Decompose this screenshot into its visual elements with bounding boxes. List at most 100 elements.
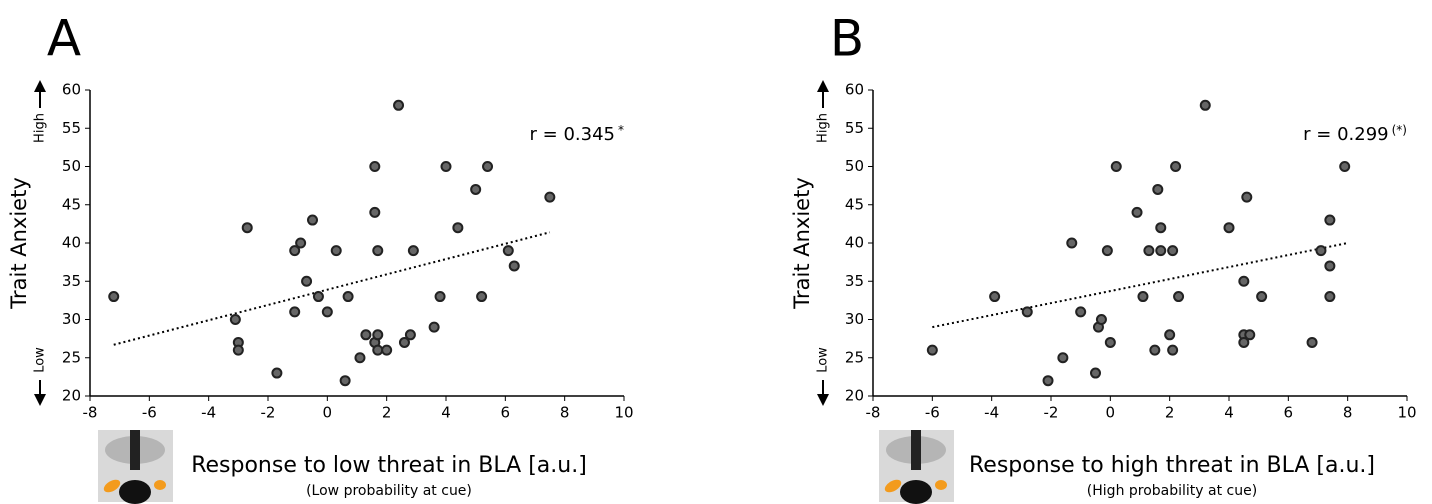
y-tick-label: 50 xyxy=(845,157,864,175)
y-low-label: Low xyxy=(33,347,48,373)
data-point xyxy=(1167,245,1179,257)
data-point xyxy=(404,329,416,341)
data-point xyxy=(1104,336,1116,348)
x-tick-label: 4 xyxy=(441,404,451,422)
panel: B 20 25 30 35 40 45 50 55 60 -8 -6 -4 -2 0 2 4 6 8 10 Trait … xyxy=(790,10,1417,500)
data-point xyxy=(1057,352,1069,364)
x-tick-label: 4 xyxy=(1224,404,1234,422)
x-tick-label: 8 xyxy=(560,404,570,422)
data-point xyxy=(926,344,938,356)
x-tick-label: 6 xyxy=(501,404,511,422)
data-point xyxy=(544,191,556,203)
arrow-head xyxy=(34,394,46,406)
data-point xyxy=(369,206,381,218)
annotation: r = 0.345 * xyxy=(530,123,624,146)
brain-icon xyxy=(879,430,954,504)
data-point xyxy=(307,214,318,226)
data-point xyxy=(1095,314,1107,325)
data-point xyxy=(289,306,301,318)
data-point xyxy=(1244,329,1256,341)
y-high-label: High xyxy=(816,113,831,143)
data-point xyxy=(1324,214,1336,226)
data-point xyxy=(1223,222,1235,234)
data-point xyxy=(428,321,440,333)
y-tick-label: 55 xyxy=(62,119,81,137)
data-point xyxy=(1101,245,1113,257)
data-point xyxy=(1306,336,1318,348)
data-point xyxy=(440,161,452,172)
y-tick-label: 25 xyxy=(62,348,81,366)
data-point xyxy=(372,344,384,356)
y-tick-label: 35 xyxy=(845,272,864,290)
correlation: r = 0.299 xyxy=(1303,124,1388,145)
data-point xyxy=(354,352,366,364)
data-point xyxy=(241,222,253,234)
data-point xyxy=(1155,245,1167,257)
y-tick-label: 55 xyxy=(845,119,864,137)
data-point xyxy=(1256,291,1268,303)
data-point xyxy=(369,161,381,172)
x-tick-label: 10 xyxy=(614,404,633,422)
panel-label: A xyxy=(47,10,81,68)
data-point xyxy=(1199,99,1211,111)
x-axis-note: (High probability at cue) xyxy=(1087,483,1257,499)
x-axis-label: Response to low threat in BLA [a.u.] xyxy=(191,453,587,478)
x-tick-label: -6 xyxy=(925,404,940,422)
x-tick-label: -2 xyxy=(261,404,276,422)
correlation: r = 0.345 xyxy=(530,124,615,145)
data-point xyxy=(108,291,120,303)
y-tick-label: 20 xyxy=(845,387,864,405)
x-tick-label: -4 xyxy=(201,404,216,422)
y-tick-label: 50 xyxy=(62,157,81,175)
significance-mark: * xyxy=(618,123,624,137)
data-point xyxy=(1238,275,1250,287)
y-tick-label: 40 xyxy=(845,234,864,252)
y-tick-label: 25 xyxy=(845,348,864,366)
data-point xyxy=(1339,161,1351,172)
data-point xyxy=(482,161,494,172)
data-point xyxy=(339,375,351,387)
data-point xyxy=(1042,375,1054,387)
data-point xyxy=(1241,191,1253,203)
y-tick-label: 45 xyxy=(62,195,81,213)
data-point xyxy=(1021,306,1033,318)
y-axis-label: Trait Anxiety xyxy=(790,177,814,310)
significance-mark: (*) xyxy=(1392,123,1407,137)
y-tick-label: 60 xyxy=(845,81,864,99)
y-axis-label: Trait Anxiety xyxy=(7,177,31,310)
data-point xyxy=(393,99,405,111)
x-tick-label: -6 xyxy=(142,404,157,422)
data-point xyxy=(989,291,1001,303)
y-tick-label: 40 xyxy=(62,234,81,252)
arrow-head xyxy=(34,80,46,92)
x-tick-label: -8 xyxy=(83,404,98,422)
y-tick-label: 35 xyxy=(62,272,81,290)
data-point xyxy=(372,329,384,341)
x-tick-label: 2 xyxy=(382,404,392,422)
data-point xyxy=(1324,291,1336,303)
data-point xyxy=(476,291,488,303)
data-point xyxy=(1170,161,1182,172)
y-high-label: High xyxy=(33,113,48,143)
data-point xyxy=(452,222,464,234)
annotation: r = 0.299 (*) xyxy=(1303,123,1407,146)
y-tick-label: 60 xyxy=(62,81,81,99)
panel-label: B xyxy=(830,10,864,68)
data-point xyxy=(321,306,333,318)
x-tick-label: 6 xyxy=(1284,404,1294,422)
x-tick-label: -2 xyxy=(1044,404,1059,422)
data-point xyxy=(1137,291,1149,303)
data-point xyxy=(1110,161,1122,172)
data-point xyxy=(330,245,342,257)
data-point xyxy=(434,291,446,303)
x-tick-label: -4 xyxy=(984,404,999,422)
data-point xyxy=(1164,329,1176,341)
data-point xyxy=(381,344,393,356)
panel: A 20 25 30 35 40 45 50 55 60 -8 -6 -4 -2 0 2 4 6 8 10 Trait … xyxy=(7,10,634,500)
data-point xyxy=(289,245,301,257)
x-tick-label: 10 xyxy=(1397,404,1416,422)
data-point xyxy=(1167,344,1179,356)
data-point xyxy=(372,245,384,257)
data-point xyxy=(1324,260,1336,272)
